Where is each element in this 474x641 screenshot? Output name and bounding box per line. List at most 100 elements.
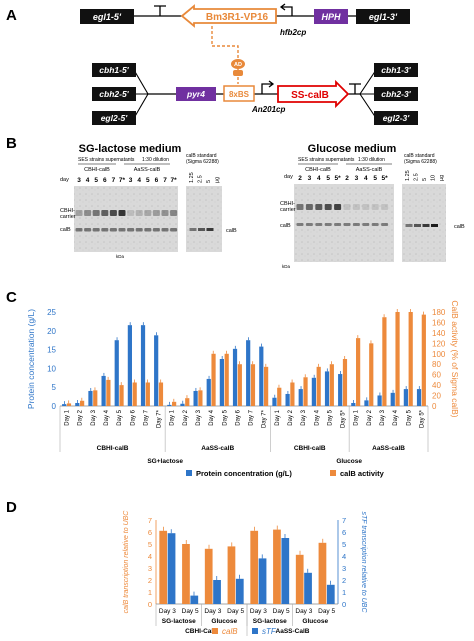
gel-std-label: 10 xyxy=(431,175,437,181)
chart-d: 0 1 2 3 4 5 6 7 0 1 2 3 4 5 6 7 Day 3 Day 5 Day 3 Day 5 Day … xyxy=(123,510,367,636)
x-tick-label: Day 5 xyxy=(117,409,123,425)
cbh2-5-box xyxy=(92,87,136,101)
bar-activity xyxy=(303,377,308,406)
binding-link: AD xyxy=(211,26,245,84)
gel-std-band xyxy=(206,228,214,231)
x-tick-label: Day 7 xyxy=(249,409,255,425)
gel-day-label: 5 xyxy=(94,177,98,184)
medium-label: SG+lactose xyxy=(147,458,183,465)
bar-protein xyxy=(140,325,146,406)
bar-activity xyxy=(93,390,98,406)
y-right-title: CalB activity (% of Sigma calB) xyxy=(450,300,460,417)
gel-band xyxy=(305,223,313,226)
x-tick-label: Day 5 xyxy=(222,409,228,425)
bar-protein xyxy=(180,403,185,406)
gel-right-standard-lanes xyxy=(402,184,446,262)
8xbs-box xyxy=(223,85,255,102)
bar-activity xyxy=(198,390,203,406)
gel-band xyxy=(296,223,304,226)
gel-band xyxy=(127,210,135,216)
bar-activity xyxy=(342,359,348,406)
y-left-title: Protein concentration (g/L) xyxy=(26,309,36,409)
gel-band xyxy=(109,210,117,216)
legend-label-stf: sTF xyxy=(262,627,277,636)
bar-calb xyxy=(159,530,168,604)
gel-day-label: 5 xyxy=(146,177,150,184)
bar-stf xyxy=(235,578,244,604)
promoter-arrow-bottom-icon xyxy=(261,80,275,94)
gel-band xyxy=(144,210,152,216)
x-tick-label: Day 3 xyxy=(91,409,97,425)
bar-protein xyxy=(127,325,132,406)
gel-day-label: 3 xyxy=(129,177,133,184)
gel-band xyxy=(305,204,313,210)
bar-activity xyxy=(106,379,111,406)
y-left-tick: 0 xyxy=(148,600,152,609)
gel-day-label: 5 xyxy=(373,175,377,182)
terminator-bottom-icon xyxy=(349,83,361,94)
gel-band xyxy=(75,228,83,232)
bar-activity xyxy=(408,312,413,406)
gel-day-label: 4 xyxy=(364,175,368,182)
gel-left-standard-2: (Sigma 62288) xyxy=(186,159,219,165)
gel-std-label: 2.5 xyxy=(198,175,204,183)
gel-std-label: 1.25 xyxy=(405,170,411,181)
gel-band xyxy=(92,210,100,216)
y-right-tick: 1 xyxy=(342,588,346,597)
y-left-tick: 20 xyxy=(47,327,56,336)
x-tick-label: Day 4 xyxy=(209,409,215,425)
y-right-title: sTF transcription relative to UBC xyxy=(360,511,367,613)
x-tick-label: Day 5 xyxy=(318,608,335,615)
gel-day-label: 3 xyxy=(355,175,359,182)
y-right-tick: 4 xyxy=(342,552,346,561)
x-tick-label: Day 1 xyxy=(275,409,281,425)
gel-right-group-1: CBHI-calB xyxy=(305,167,331,173)
gel-right-band-calb-right: calB xyxy=(454,224,465,230)
x-tick-label: Day 4 xyxy=(314,409,320,425)
bar-activity xyxy=(316,366,321,406)
y-left-tick: 4 xyxy=(148,552,152,561)
bar-activity xyxy=(250,364,256,406)
construct-bottom: cbh1-5' cbh2-5' egl2-5' pyr4 8xBS An201c… xyxy=(92,63,418,125)
gel-day-label: 5* xyxy=(382,175,389,182)
gel-band xyxy=(170,228,178,232)
bar-activity xyxy=(132,382,137,406)
egl1-3-box xyxy=(356,9,410,24)
y-left-tick: 15 xyxy=(47,346,56,355)
bar-stf xyxy=(213,580,221,604)
y-left-tick: 5 xyxy=(148,540,152,549)
x-tick-label: Day 5 xyxy=(273,608,290,615)
gel-band xyxy=(118,210,126,216)
x-tick-label: Day 1 xyxy=(170,409,176,425)
bar-protein xyxy=(298,389,303,406)
gel-band xyxy=(334,223,342,226)
gel-right: Glucose medium SES strains supernatants … xyxy=(280,143,465,269)
bar-protein xyxy=(114,340,119,406)
panel-a-label: A xyxy=(6,7,17,24)
egl1-5-label: egl1-5' xyxy=(93,12,122,22)
gel-std-band xyxy=(422,224,430,227)
y-right-tick: 40 xyxy=(432,381,441,390)
medium-label: SG-lactose xyxy=(162,618,196,625)
gel-band xyxy=(161,228,169,232)
bar-protein xyxy=(101,375,106,406)
ad-label: AD xyxy=(234,62,242,68)
y-left-tick: 5 xyxy=(52,383,57,392)
bar-protein xyxy=(206,378,211,406)
bar-activity xyxy=(369,343,374,406)
legend-label-protein: Protein concentration (g/L) xyxy=(196,469,292,478)
gel-left-dilution: 1:30 dilution xyxy=(142,157,169,163)
y-left-tick: 7 xyxy=(148,516,152,525)
x-tick-label: Day 2 xyxy=(367,409,373,425)
x-tick-label: Day 2 xyxy=(78,409,84,425)
y-right-tick: 20 xyxy=(432,392,441,401)
y-right-tick: 140 xyxy=(432,329,446,338)
ss-calb-arrow xyxy=(277,79,350,109)
bar-activity xyxy=(211,353,216,406)
gel-band xyxy=(127,228,135,232)
x-tick-label: Day 1 xyxy=(354,409,360,425)
gel-right-bands xyxy=(296,204,438,227)
gel-band xyxy=(296,204,304,210)
panel-c-label: C xyxy=(6,289,17,306)
